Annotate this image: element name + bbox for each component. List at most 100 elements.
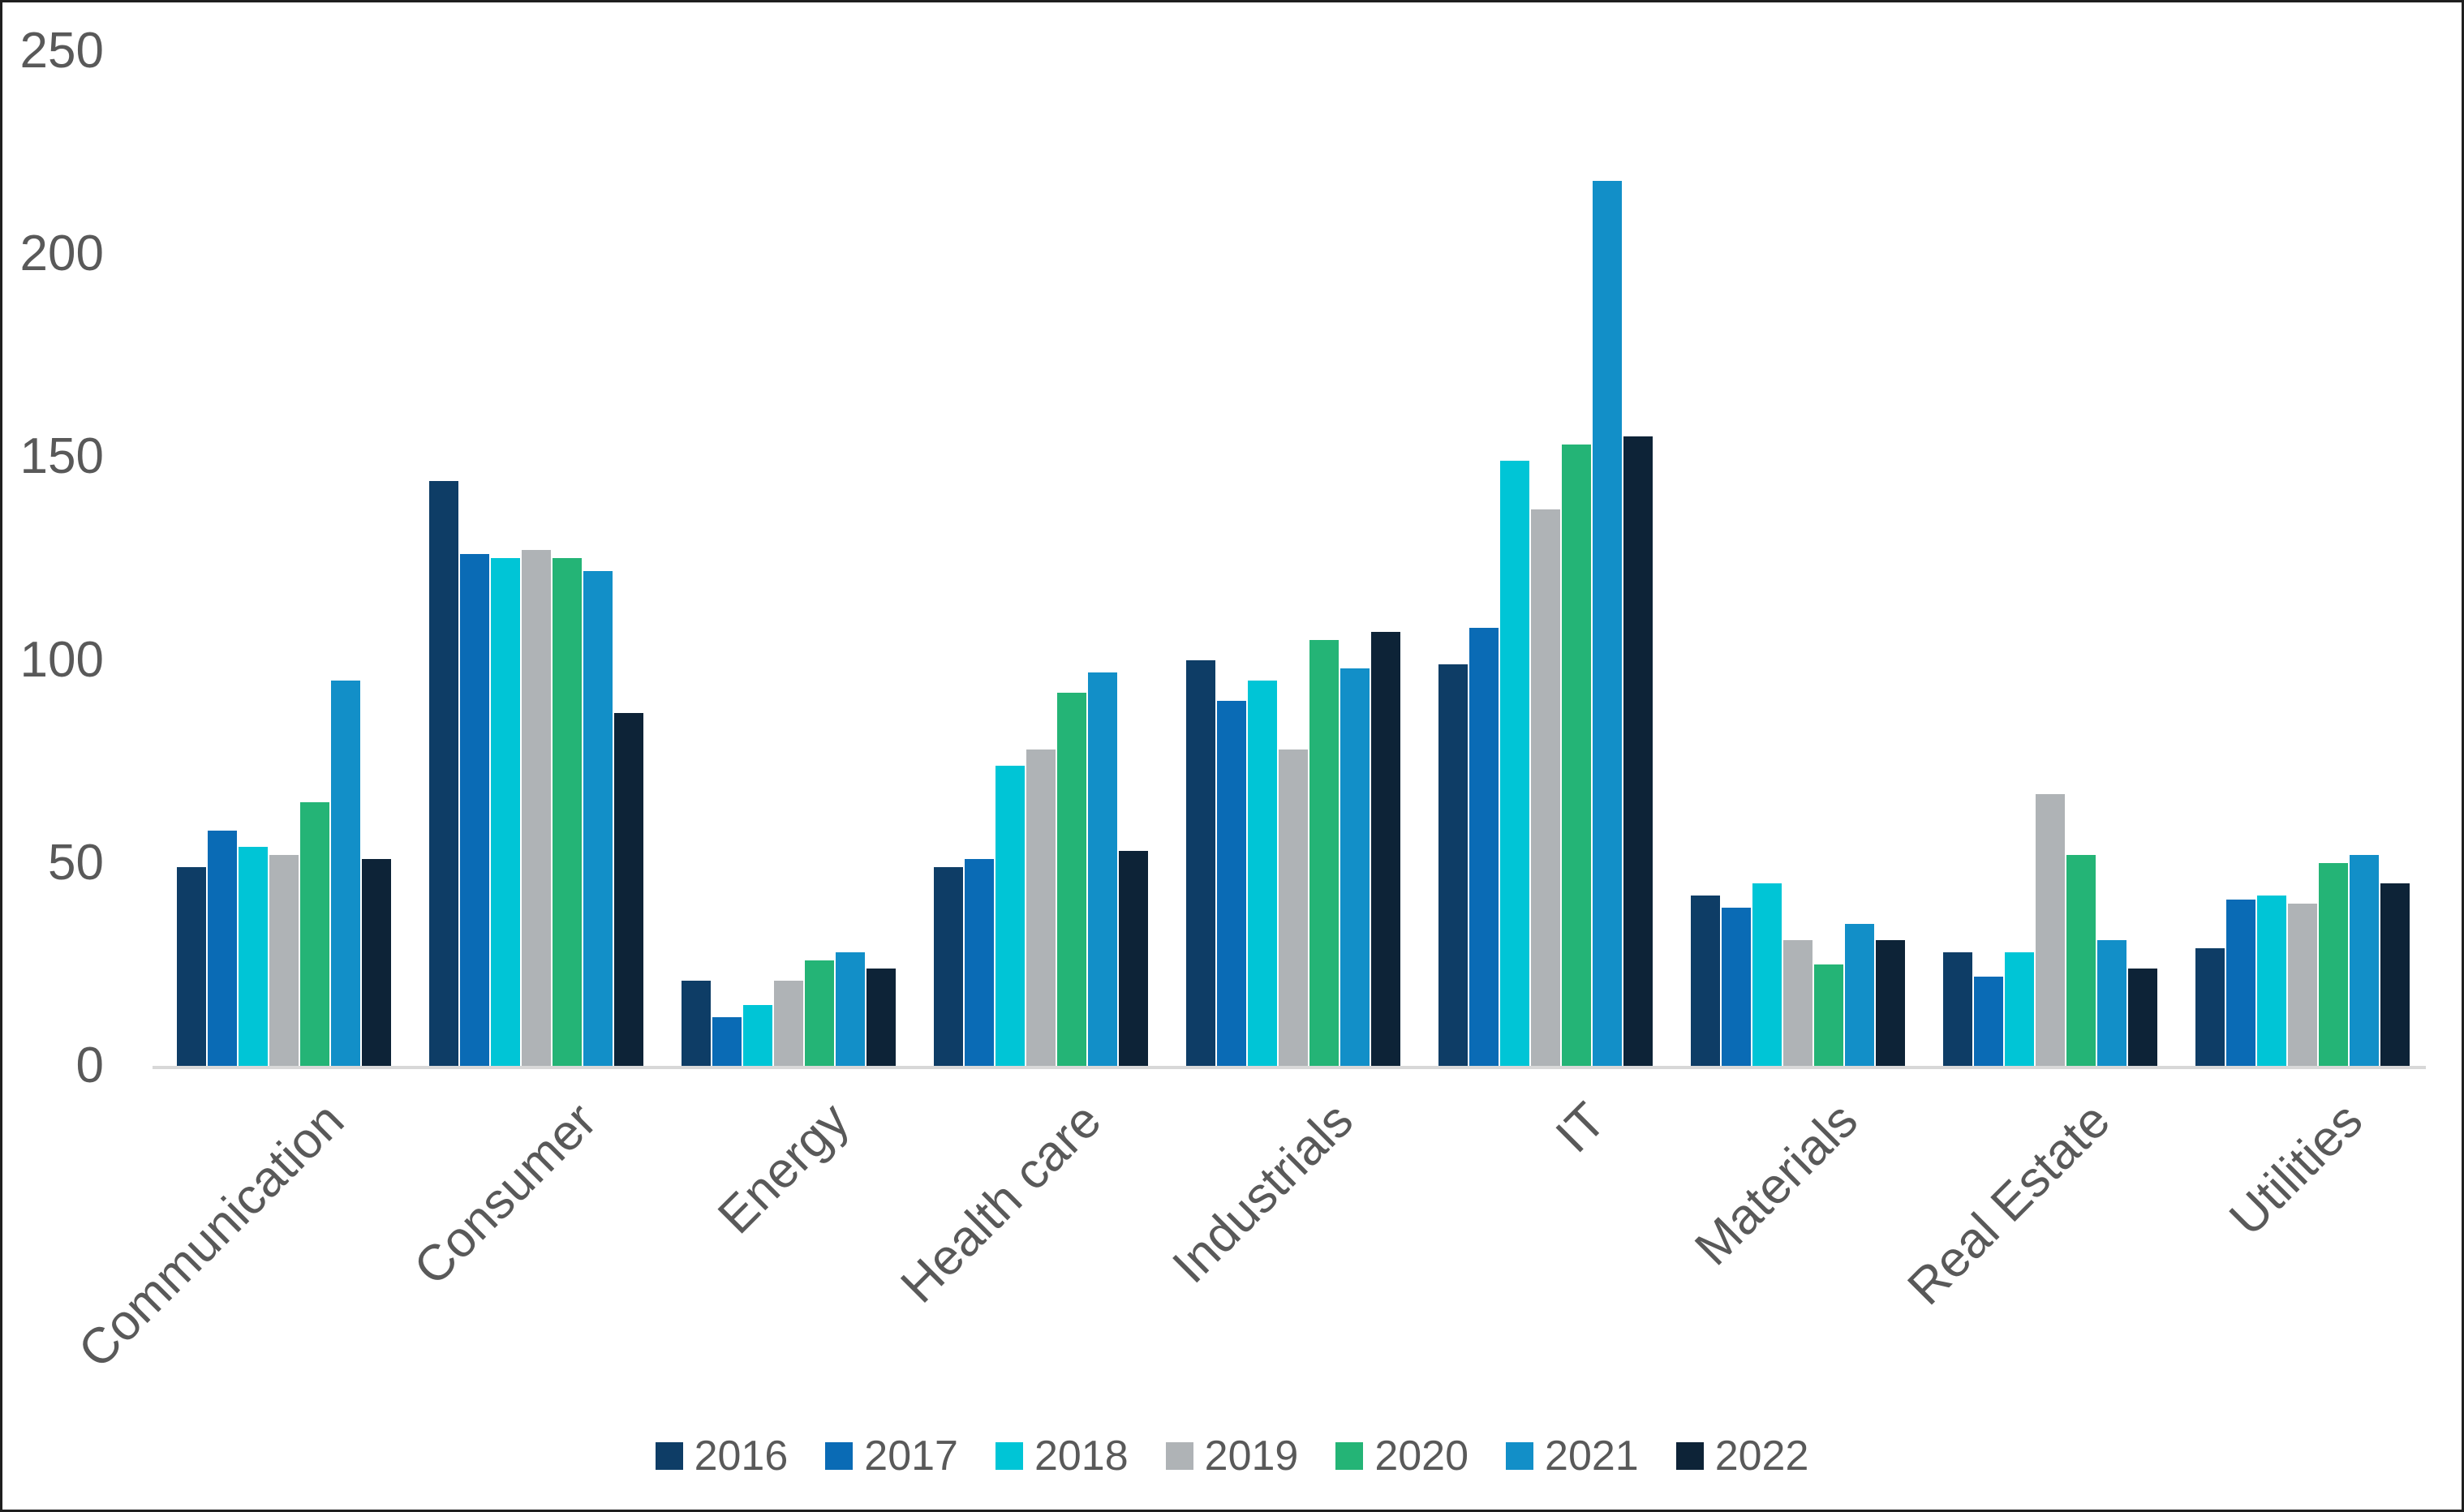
bar-2019-real-estate bbox=[2036, 794, 2065, 1066]
x-category-label: Materials bbox=[1684, 1092, 1869, 1277]
legend-label: 2022 bbox=[1714, 1433, 1809, 1480]
y-tick-label: 0 bbox=[75, 1037, 104, 1093]
bar-2017-it bbox=[1469, 628, 1499, 1066]
y-tick-label: 150 bbox=[19, 428, 104, 485]
bar-2021-consumer bbox=[583, 571, 613, 1066]
bar-2020-materials bbox=[1814, 964, 1843, 1066]
legend-swatch-icon bbox=[1165, 1442, 1193, 1470]
plot-area bbox=[153, 51, 2426, 1069]
legend-item-2016: 2016 bbox=[655, 1432, 789, 1480]
x-category-label: Real Estate bbox=[1897, 1092, 2122, 1317]
bar-group-utilities bbox=[2195, 51, 2410, 1066]
bar-2021-real-estate bbox=[2097, 940, 2126, 1066]
x-category-label: Consumer bbox=[403, 1092, 608, 1296]
bar-2022-energy bbox=[866, 969, 896, 1066]
bar-2021-utilities bbox=[2350, 855, 2379, 1066]
bar-2017-energy bbox=[712, 1017, 742, 1066]
bar-2019-consumer bbox=[522, 550, 551, 1066]
legend-item-2020: 2020 bbox=[1335, 1432, 1469, 1480]
legend-label: 2021 bbox=[1545, 1433, 1639, 1480]
legend: 2016 2017 2018 2019 2020 2021 2022 bbox=[2, 1432, 2462, 1480]
bar-2019-utilities bbox=[2288, 904, 2317, 1066]
bar-2021-energy bbox=[836, 952, 865, 1066]
bar-2019-energy bbox=[774, 981, 803, 1066]
y-tick-label: 50 bbox=[48, 834, 104, 891]
bar-2020-consumer bbox=[553, 558, 582, 1066]
bar-2016-utilities bbox=[2195, 948, 2225, 1066]
legend-label: 2019 bbox=[1204, 1433, 1299, 1480]
y-tick-label: 200 bbox=[19, 226, 104, 282]
x-category-label: Energy bbox=[707, 1092, 860, 1245]
bar-2022-utilities bbox=[2380, 883, 2410, 1066]
bar-2021-industrials bbox=[1340, 668, 1370, 1066]
legend-label: 2020 bbox=[1374, 1433, 1469, 1480]
bar-2018-consumer bbox=[491, 558, 520, 1066]
legend-swatch-icon bbox=[1675, 1442, 1704, 1470]
bar-2020-energy bbox=[805, 960, 834, 1066]
x-category-label: Communication bbox=[68, 1092, 355, 1379]
bar-2018-communication bbox=[239, 847, 268, 1066]
y-tick-label: 100 bbox=[19, 631, 104, 688]
bar-2016-industrials bbox=[1186, 660, 1215, 1066]
bar-2016-consumer bbox=[429, 481, 458, 1066]
bar-2022-consumer bbox=[614, 713, 643, 1066]
legend-item-2018: 2018 bbox=[995, 1432, 1129, 1480]
bar-2022-communication bbox=[362, 859, 391, 1066]
bar-2018-industrials bbox=[1248, 681, 1277, 1066]
legend-swatch-icon bbox=[1335, 1442, 1364, 1470]
x-category-label: IT bbox=[1545, 1092, 1617, 1164]
bar-2019-materials bbox=[1783, 940, 1813, 1066]
bar-2021-it bbox=[1593, 181, 1622, 1066]
bar-2022-it bbox=[1623, 436, 1653, 1066]
bar-2018-health-care bbox=[995, 766, 1025, 1066]
legend-item-2021: 2021 bbox=[1506, 1432, 1639, 1480]
bar-group-health-care bbox=[934, 51, 1149, 1066]
bar-2020-utilities bbox=[2319, 863, 2348, 1066]
x-category-label: Industrials bbox=[1162, 1092, 1365, 1295]
bar-2018-materials bbox=[1752, 883, 1782, 1066]
bar-2019-it bbox=[1531, 509, 1560, 1066]
bar-2016-communication bbox=[177, 867, 206, 1066]
bar-2020-industrials bbox=[1309, 640, 1339, 1066]
bar-2017-real-estate bbox=[1974, 977, 2003, 1066]
bar-2019-communication bbox=[269, 855, 299, 1066]
bar-2017-utilities bbox=[2226, 900, 2255, 1066]
bar-2020-communication bbox=[300, 802, 329, 1066]
legend-swatch-icon bbox=[655, 1442, 683, 1470]
bar-2022-real-estate bbox=[2128, 969, 2157, 1066]
bar-2019-health-care bbox=[1026, 750, 1056, 1066]
bar-group-industrials bbox=[1186, 51, 1401, 1066]
bar-2022-industrials bbox=[1371, 632, 1400, 1066]
legend-swatch-icon bbox=[1506, 1442, 1534, 1470]
legend-label: 2016 bbox=[694, 1433, 789, 1480]
y-tick-label: 250 bbox=[19, 23, 104, 79]
x-category-label: Health care bbox=[890, 1092, 1112, 1314]
bar-2017-health-care bbox=[965, 859, 994, 1066]
bar-2016-materials bbox=[1691, 896, 1720, 1066]
bar-2018-utilities bbox=[2257, 896, 2286, 1066]
bar-2022-materials bbox=[1876, 940, 1905, 1066]
bar-2016-real-estate bbox=[1943, 952, 1972, 1066]
bar-2016-it bbox=[1438, 664, 1468, 1066]
bar-2021-health-care bbox=[1088, 672, 1117, 1066]
bar-2020-it bbox=[1562, 445, 1591, 1066]
bar-group-it bbox=[1438, 51, 1653, 1066]
bar-2017-communication bbox=[208, 831, 237, 1066]
legend-item-2017: 2017 bbox=[825, 1432, 958, 1480]
bar-2017-industrials bbox=[1217, 701, 1246, 1066]
bar-2018-it bbox=[1500, 461, 1529, 1066]
x-category-label: Utilities bbox=[2219, 1092, 2374, 1247]
bar-2020-health-care bbox=[1057, 693, 1086, 1066]
bar-2018-real-estate bbox=[2005, 952, 2034, 1066]
legend-label: 2018 bbox=[1034, 1433, 1129, 1480]
legend-item-2019: 2019 bbox=[1165, 1432, 1299, 1480]
bar-2021-communication bbox=[331, 681, 360, 1066]
bar-2017-consumer bbox=[460, 554, 489, 1066]
bar-2016-health-care bbox=[934, 867, 963, 1066]
bar-2017-materials bbox=[1722, 908, 1751, 1066]
bar-2021-materials bbox=[1845, 924, 1874, 1066]
bar-group-consumer bbox=[429, 51, 644, 1066]
legend-swatch-icon bbox=[825, 1442, 854, 1470]
bar-2016-energy bbox=[682, 981, 711, 1066]
